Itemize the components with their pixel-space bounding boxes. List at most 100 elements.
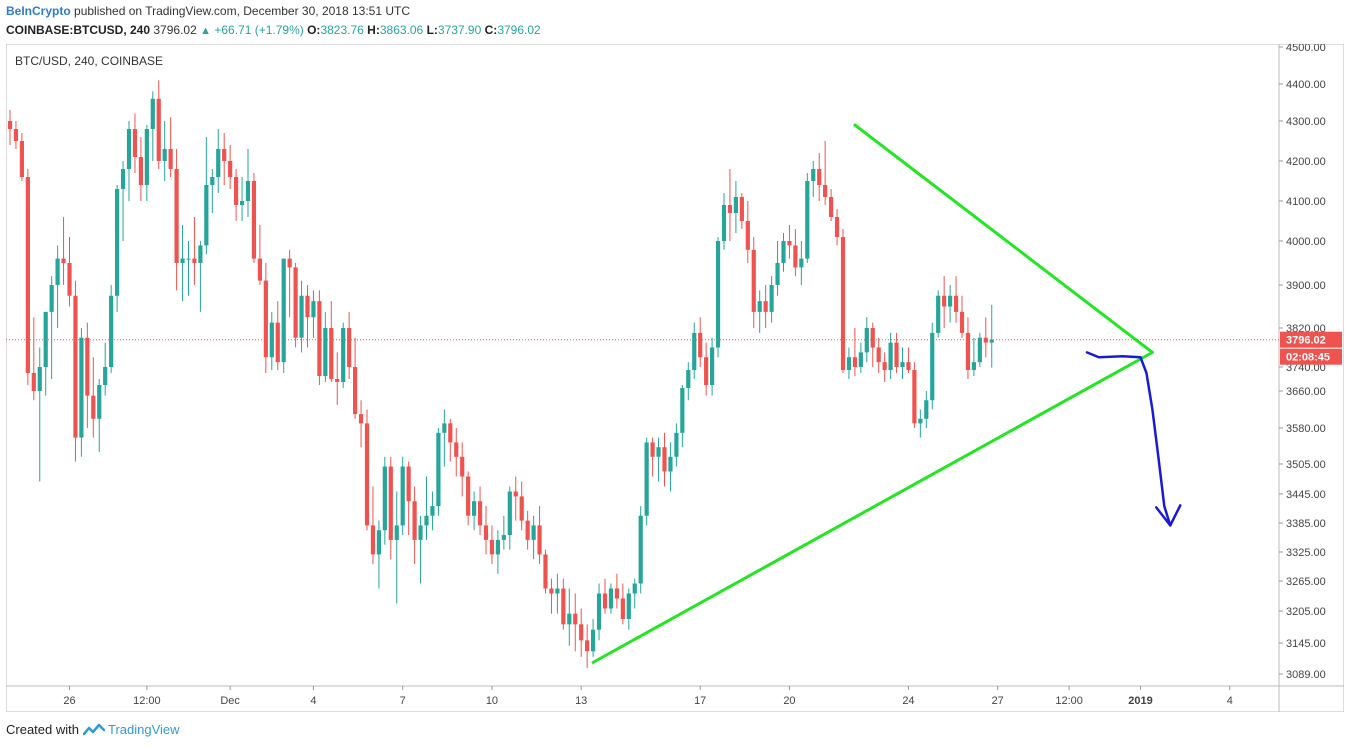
candlestick-chart[interactable]: BTC/USD, 240, COINBASE 4500.004400.00430…	[6, 44, 1344, 712]
candle-body	[543, 554, 548, 589]
tradingview-brand[interactable]: TradingView	[108, 722, 180, 737]
annotation-layer	[591, 123, 1182, 664]
candle	[323, 311, 328, 382]
candle-body	[483, 525, 489, 540]
candle-body	[495, 539, 500, 555]
candle-body	[186, 258, 191, 260]
candle	[483, 506, 489, 555]
candle-body	[811, 169, 816, 181]
candle-body	[721, 205, 727, 241]
candle	[686, 362, 691, 401]
current-price-layer: 3796.02 02:08:45	[6, 331, 1342, 365]
candle	[829, 189, 834, 221]
candle-body	[311, 301, 316, 318]
candle	[953, 276, 959, 323]
candle-body	[109, 295, 114, 367]
candle-body	[293, 267, 298, 338]
candle-body	[567, 613, 572, 625]
candle-body	[591, 629, 596, 652]
candle-body	[454, 442, 459, 457]
candle-body	[870, 328, 875, 348]
candle	[162, 121, 167, 181]
candle	[971, 337, 976, 376]
candle-body	[531, 525, 536, 540]
candle	[965, 317, 971, 379]
candle	[769, 276, 774, 323]
candle	[579, 608, 584, 657]
publisher-name[interactable]: BeInCrypto	[6, 4, 71, 18]
candle-body	[281, 258, 286, 363]
candle-body	[466, 476, 471, 516]
candle	[573, 593, 578, 652]
candle	[311, 290, 316, 338]
candle-body	[198, 245, 203, 263]
candle	[912, 362, 917, 428]
candle-body	[965, 332, 971, 370]
last-price: 3796.02	[153, 23, 197, 37]
candle-body	[602, 593, 608, 609]
candle	[656, 437, 661, 482]
candle	[186, 241, 191, 296]
x-axis[interactable]: 26 12:00 Dec 4 7 10 13 17 20 24 27 12:00 2019 4	[63, 686, 1233, 707]
candle-body	[418, 525, 423, 540]
chart-inner-title: BTC/USD, 240, COINBASE	[15, 54, 163, 68]
candle-body	[549, 588, 554, 594]
candle	[781, 233, 786, 272]
y-tick-label: 3740.00	[1286, 362, 1326, 374]
candle-body	[983, 337, 988, 343]
chart-area[interactable]: BTC/USD, 240, COINBASE 4500.00 4400.00 430…	[6, 44, 1344, 712]
candle	[132, 113, 138, 173]
candle-body	[805, 181, 810, 259]
candle-body	[388, 466, 393, 540]
candle-body	[674, 432, 679, 457]
price-tag-bg	[1280, 331, 1342, 348]
candle-body	[67, 263, 72, 296]
candle-body	[299, 295, 304, 338]
candle	[210, 169, 215, 213]
candle	[293, 263, 298, 348]
candle	[335, 352, 340, 405]
x-tick-label: 17	[694, 695, 706, 707]
candle	[977, 332, 982, 367]
candle-body	[347, 328, 352, 367]
candle	[79, 328, 84, 457]
candle	[751, 237, 756, 328]
candle	[775, 241, 780, 296]
candle	[513, 476, 518, 521]
x-tick-label: 10	[486, 695, 498, 707]
candle-body	[49, 285, 54, 312]
x-tick-label: 7	[400, 695, 406, 707]
candle	[103, 342, 108, 396]
candle-body	[257, 258, 262, 281]
candle-body	[180, 258, 185, 263]
candle	[834, 209, 840, 246]
candle	[763, 285, 768, 328]
candle-body	[585, 640, 590, 652]
x-tick-label: 13	[575, 695, 587, 707]
up-arrow-icon: ▲	[200, 25, 211, 37]
candle	[275, 301, 280, 370]
candle	[817, 153, 822, 201]
candle-body	[222, 149, 227, 161]
candle-body	[644, 442, 649, 516]
candle	[787, 225, 792, 259]
candle-body	[971, 362, 976, 370]
candle	[811, 161, 816, 197]
candle-body	[888, 342, 893, 370]
candle-body	[204, 185, 209, 246]
candle	[347, 311, 352, 379]
y-tick-label: 3580.00	[1286, 423, 1326, 435]
candle-body	[424, 515, 429, 526]
candle	[364, 409, 370, 531]
candle	[959, 295, 965, 338]
candle-body	[948, 295, 953, 307]
candle	[454, 428, 459, 477]
candle	[317, 290, 322, 385]
candle	[73, 280, 78, 462]
candle-body	[61, 258, 66, 263]
candle	[602, 578, 608, 614]
candle-body	[930, 332, 935, 401]
candle	[662, 432, 667, 487]
candle	[906, 347, 911, 373]
candle-body	[162, 149, 167, 161]
